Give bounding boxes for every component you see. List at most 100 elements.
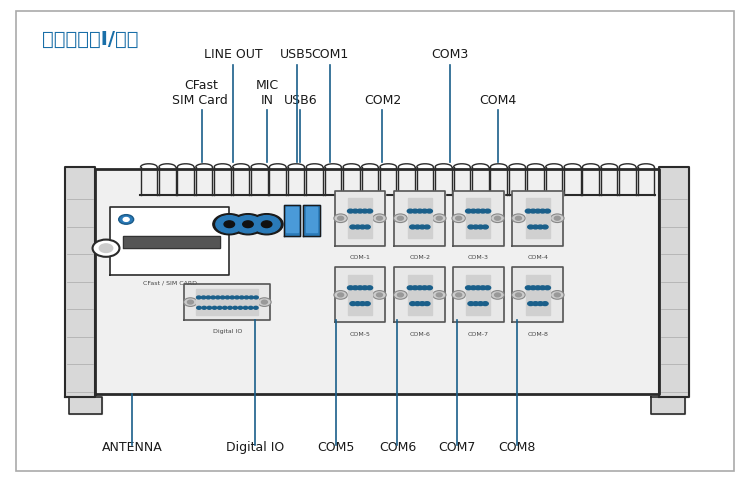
Circle shape	[352, 209, 358, 213]
Polygon shape	[512, 191, 563, 246]
Circle shape	[490, 291, 504, 299]
Polygon shape	[284, 205, 300, 236]
Circle shape	[544, 286, 550, 290]
Circle shape	[123, 217, 129, 221]
Circle shape	[407, 286, 413, 290]
Circle shape	[352, 286, 358, 290]
Circle shape	[118, 214, 134, 224]
Circle shape	[355, 225, 361, 229]
Circle shape	[433, 214, 446, 223]
Polygon shape	[305, 207, 317, 232]
Text: Digital IO: Digital IO	[213, 330, 242, 335]
Circle shape	[238, 307, 242, 309]
Circle shape	[512, 214, 525, 223]
Circle shape	[410, 302, 416, 306]
Circle shape	[350, 302, 355, 306]
Circle shape	[417, 209, 423, 213]
Polygon shape	[408, 275, 432, 315]
Circle shape	[410, 225, 416, 229]
Circle shape	[515, 293, 521, 297]
Circle shape	[244, 296, 249, 299]
Circle shape	[482, 302, 488, 306]
Polygon shape	[184, 284, 271, 320]
Circle shape	[338, 216, 344, 220]
Circle shape	[213, 214, 246, 235]
Text: COM-5: COM-5	[350, 332, 370, 337]
Circle shape	[367, 209, 373, 213]
Polygon shape	[334, 191, 386, 246]
Circle shape	[364, 225, 370, 229]
Text: COM-8: COM-8	[527, 332, 548, 337]
Text: COM1: COM1	[311, 48, 349, 61]
Circle shape	[398, 293, 404, 297]
Circle shape	[188, 300, 194, 304]
Circle shape	[452, 214, 466, 223]
Circle shape	[427, 209, 433, 213]
Circle shape	[419, 302, 425, 306]
Circle shape	[494, 216, 500, 220]
Circle shape	[364, 302, 370, 306]
Circle shape	[216, 215, 243, 233]
Circle shape	[415, 225, 421, 229]
Circle shape	[243, 307, 248, 309]
Polygon shape	[394, 191, 445, 246]
Text: COM-4: COM-4	[527, 255, 548, 260]
Circle shape	[490, 214, 504, 223]
Circle shape	[232, 214, 265, 235]
Circle shape	[532, 225, 538, 229]
Circle shape	[525, 209, 531, 213]
Circle shape	[482, 225, 488, 229]
Circle shape	[239, 296, 244, 299]
Circle shape	[196, 296, 201, 299]
Circle shape	[540, 209, 546, 213]
Text: COM-1: COM-1	[350, 255, 370, 260]
Circle shape	[357, 286, 363, 290]
Circle shape	[472, 302, 478, 306]
Text: IN: IN	[261, 94, 274, 107]
Circle shape	[258, 298, 272, 307]
Circle shape	[367, 286, 373, 290]
Polygon shape	[466, 199, 490, 238]
Circle shape	[466, 209, 472, 213]
Circle shape	[415, 302, 421, 306]
Circle shape	[262, 221, 272, 228]
Circle shape	[362, 286, 368, 290]
Polygon shape	[123, 236, 220, 248]
Circle shape	[478, 302, 484, 306]
Polygon shape	[453, 268, 503, 322]
Polygon shape	[286, 207, 298, 232]
Circle shape	[419, 225, 425, 229]
Circle shape	[254, 215, 280, 233]
Polygon shape	[526, 199, 550, 238]
Polygon shape	[69, 397, 102, 414]
Circle shape	[476, 209, 481, 213]
Text: COM-6: COM-6	[410, 332, 430, 337]
Text: COM4: COM4	[480, 94, 517, 107]
Circle shape	[456, 293, 462, 297]
Circle shape	[530, 286, 536, 290]
Circle shape	[99, 244, 112, 253]
Circle shape	[359, 225, 365, 229]
Circle shape	[216, 296, 220, 299]
Circle shape	[525, 286, 531, 290]
Circle shape	[535, 209, 541, 213]
Text: CFast / SIM CARD: CFast / SIM CARD	[142, 280, 196, 285]
Circle shape	[542, 302, 548, 306]
Polygon shape	[408, 199, 432, 238]
Circle shape	[470, 286, 476, 290]
Circle shape	[478, 225, 484, 229]
Circle shape	[347, 286, 353, 290]
Circle shape	[535, 286, 541, 290]
Text: 前面板外置I/视图: 前面板外置I/视图	[43, 30, 139, 49]
Polygon shape	[526, 275, 550, 315]
Text: LINE OUT: LINE OUT	[204, 48, 262, 61]
Circle shape	[422, 286, 428, 290]
Text: ANTENNA: ANTENNA	[102, 441, 163, 454]
Polygon shape	[453, 191, 503, 246]
Circle shape	[184, 298, 197, 307]
Circle shape	[225, 296, 230, 299]
Circle shape	[347, 209, 353, 213]
Circle shape	[243, 221, 254, 228]
Circle shape	[542, 225, 548, 229]
Circle shape	[554, 216, 560, 220]
